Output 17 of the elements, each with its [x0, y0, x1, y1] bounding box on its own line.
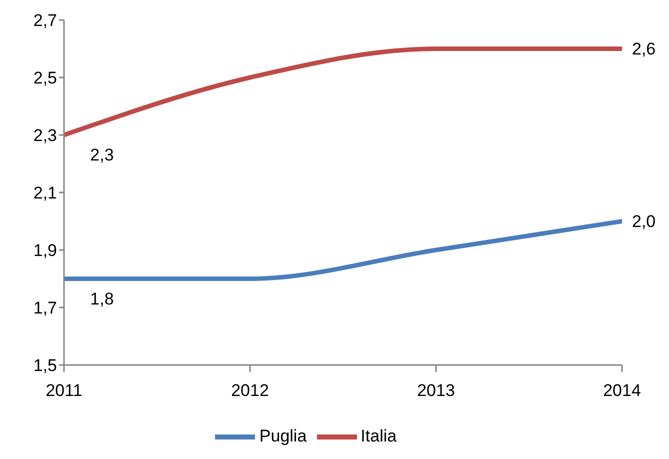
x-tick-label: 2013 — [417, 381, 455, 400]
x-tick-label: 2011 — [46, 381, 82, 400]
data-label: 2,3 — [90, 146, 114, 164]
y-tick-label: 1,5 — [33, 356, 57, 376]
y-tick-label: 2,3 — [33, 126, 57, 146]
legend-label: Puglia — [259, 426, 307, 446]
data-label: 2,0 — [632, 212, 656, 231]
y-tick-label: 1,9 — [33, 241, 57, 260]
y-tick-label: 2,7 — [33, 11, 57, 30]
y-tick-label: 2,5 — [33, 68, 57, 88]
legend-label: Italia — [360, 426, 397, 446]
x-tick-label: 2012 — [231, 381, 269, 400]
x-tick-label: 2014 — [603, 381, 641, 400]
y-tick-label: 2,1 — [33, 184, 57, 203]
y-tick-label: 1,7 — [33, 298, 57, 318]
data-label: 2,6 — [632, 39, 656, 58]
data-label: 1,8 — [90, 289, 114, 308]
